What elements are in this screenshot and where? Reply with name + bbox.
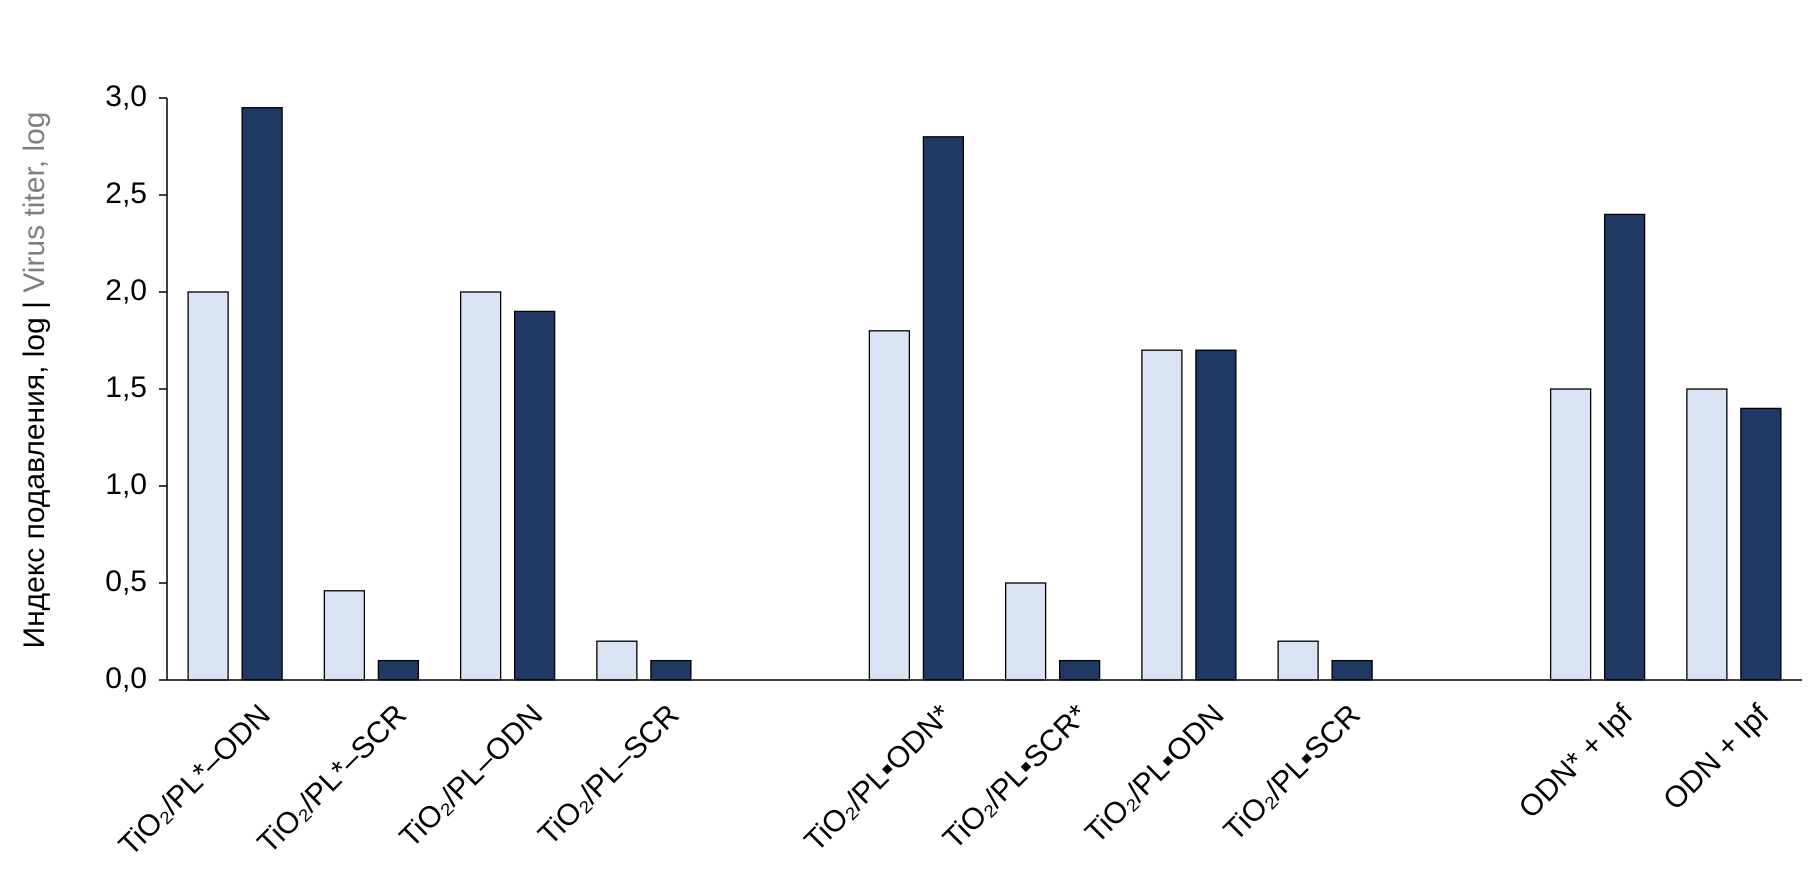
x-tick-label: TiO₂/PL▪SCR* xyxy=(937,698,1095,856)
bar xyxy=(1195,349,1237,681)
y-tick-label: 2,0 xyxy=(105,274,147,307)
x-tick-label: TiO₂/PL–SCR xyxy=(532,698,685,851)
bar xyxy=(650,659,692,681)
bar xyxy=(241,107,283,681)
y-tick-label: 3,0 xyxy=(105,80,147,113)
bar xyxy=(1331,659,1373,681)
y-tick-label: 1,5 xyxy=(105,371,147,404)
y-label-part: | xyxy=(18,301,51,309)
bar xyxy=(868,330,911,681)
x-tick-label: TiO₂/PL▪ODN xyxy=(1079,698,1230,849)
bar xyxy=(459,291,502,681)
y-tick-label: 0,0 xyxy=(105,662,147,695)
bar xyxy=(922,136,965,681)
bar xyxy=(513,310,556,681)
y-label-part: Индекс подавления, log xyxy=(18,317,51,648)
bar xyxy=(1141,349,1183,681)
bar xyxy=(323,590,366,681)
y-label-part: Virus titer, log xyxy=(18,112,51,293)
x-tick-label: ODN* + Ipf xyxy=(1513,698,1640,825)
y-axis-label: Индекс подавления, log | Virus titer, lo… xyxy=(18,112,51,649)
x-tick-label: TiO₂/PL▪SCR xyxy=(1218,698,1367,847)
x-tick-label: ODN + Ipf xyxy=(1657,698,1776,817)
y-tick-label: 1,0 xyxy=(105,468,147,501)
x-tick-label: TiO₂/PL–ODN xyxy=(394,698,550,854)
bar xyxy=(377,659,420,681)
y-tick-label: 2,5 xyxy=(105,177,147,210)
bar xyxy=(1549,388,1592,681)
bar xyxy=(1740,407,1782,681)
bar xyxy=(1603,213,1646,681)
bar xyxy=(596,640,638,681)
x-tick-label: TiO₂/PL▪ODN* xyxy=(798,698,958,858)
y-tick-label: 0,5 xyxy=(105,565,147,598)
bar xyxy=(1277,640,1319,681)
bar xyxy=(1004,582,1047,681)
bar xyxy=(187,291,229,681)
bar xyxy=(1686,388,1728,681)
bar xyxy=(1058,659,1101,681)
